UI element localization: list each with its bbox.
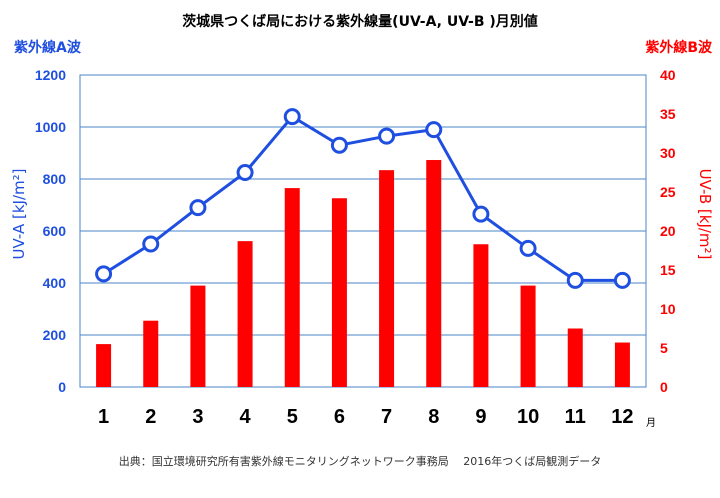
uv-b-bar [614, 342, 630, 387]
plot-area-frame [79, 74, 647, 388]
left-tick-label: 800 [43, 171, 67, 187]
left-axis-header: 紫外線A波 [14, 39, 82, 56]
uv-b-bar [520, 285, 536, 387]
left-tick-label: 0 [58, 379, 66, 395]
uv-b-bar [190, 285, 206, 387]
uv-a-point [472, 205, 490, 223]
uv-a-point [283, 108, 301, 126]
x-tick-label: 3 [192, 406, 203, 428]
uv-a-line [95, 108, 631, 289]
uv-b-bar [567, 328, 583, 387]
right-tick-label: 10 [660, 301, 676, 317]
x-tick-label: 6 [334, 406, 345, 428]
right-tick-label: 40 [660, 67, 676, 83]
left-tick-label: 600 [43, 223, 67, 239]
uv-a-point [613, 271, 631, 289]
left-tick-label: 200 [43, 327, 67, 343]
uv-b-bar [473, 244, 489, 387]
x-tick-label: 7 [381, 406, 392, 428]
right-tick-label: 20 [660, 223, 676, 239]
x-axis-ticks: 1 2 3 4 5 6 7 8 9 10 11 12 [98, 406, 634, 428]
x-tick-label: 12 [611, 406, 633, 428]
uv-a-point [95, 265, 113, 283]
left-axis-label: UV-A [kJ/m²] [10, 169, 28, 260]
x-tick-label: 4 [240, 406, 252, 428]
uv-a-point [519, 239, 537, 257]
uv-a-point [142, 235, 160, 253]
right-tick-label: 25 [660, 184, 676, 200]
right-tick-label: 35 [660, 106, 676, 122]
x-axis-unit: 月 [646, 417, 656, 429]
uv-a-point [566, 271, 584, 289]
uv-a-point [236, 164, 254, 181]
uv-b-bar [331, 198, 347, 387]
right-tick-label: 15 [660, 262, 676, 278]
x-tick-label: 1 [98, 406, 109, 428]
left-axis-ticks: 0 200 400 600 800 1000 1200 [35, 67, 66, 395]
x-tick-label: 8 [428, 406, 439, 428]
source-note: 出典：国立環境研究所有害紫外線モニタリングネットワーク事務局 2016年つくば局… [119, 454, 602, 468]
right-tick-label: 5 [660, 340, 668, 356]
right-tick-label: 0 [660, 379, 668, 395]
left-tick-label: 400 [43, 275, 67, 291]
uv-b-bar [143, 320, 159, 387]
uv-b-bar [237, 241, 253, 387]
uv-a-point [189, 199, 207, 217]
right-axis-ticks: 0 5 10 15 20 25 30 35 40 [660, 67, 676, 395]
uv-a-series-line [102, 114, 623, 282]
left-tick-label: 1000 [35, 119, 66, 135]
uv-b-bar [284, 188, 300, 387]
left-tick-label: 1200 [35, 67, 66, 83]
uv-a-point [378, 127, 396, 145]
x-tick-label: 11 [565, 406, 586, 428]
right-axis-header: 紫外線B波 [645, 39, 713, 56]
x-tick-label: 2 [145, 406, 156, 428]
uv-a-point [330, 136, 348, 154]
uv-b-bar [426, 160, 442, 387]
chart-title: 茨城県つくば局における紫外線量(UV-A, UV-B )月別値 [182, 13, 538, 30]
right-axis-label: UV-B [kJ/m²] [696, 169, 714, 260]
x-tick-label: 10 [517, 406, 539, 428]
uv-b-bar [96, 344, 112, 387]
uv-b-bar [379, 170, 395, 387]
right-tick-label: 30 [660, 145, 676, 161]
x-tick-label: 9 [475, 406, 486, 428]
x-tick-label: 5 [287, 406, 298, 428]
uv-b-bars [96, 160, 630, 387]
uv-a-point [425, 121, 443, 139]
